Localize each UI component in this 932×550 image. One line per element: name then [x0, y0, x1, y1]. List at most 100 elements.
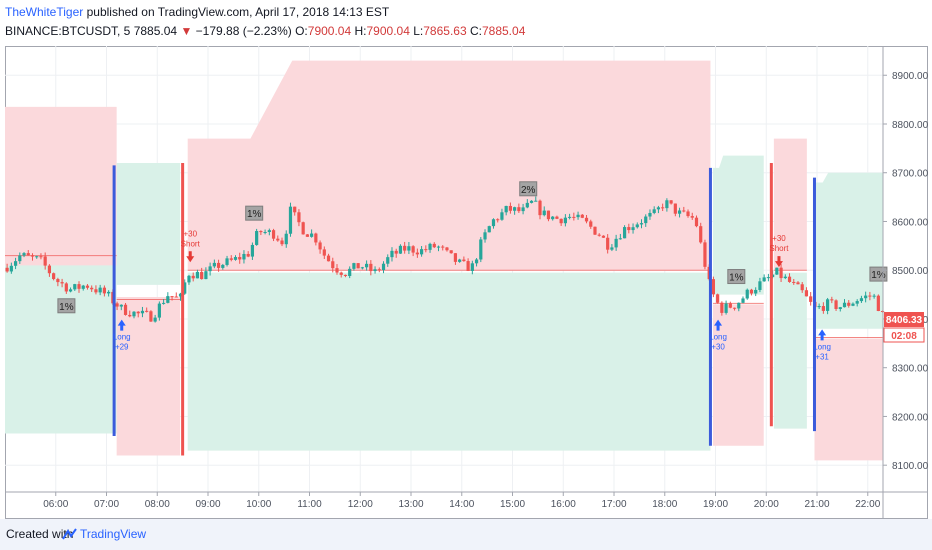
candle-layer	[5, 196, 885, 323]
candle-body	[81, 285, 85, 289]
candle-body	[140, 310, 145, 314]
candle-body	[584, 217, 589, 222]
candle-body	[534, 200, 538, 202]
time-tick-label: 22:00	[855, 499, 880, 510]
candle-body	[775, 267, 779, 275]
chart-header: TheWhiteTiger published on TradingView.c…	[0, 0, 932, 46]
candle-body	[669, 200, 673, 204]
candle-body	[356, 263, 360, 269]
short-zone	[814, 338, 883, 461]
price-chart[interactable]: 1%1%2%1% 1%Long+29+30ShortLong+30+30Short…	[5, 46, 928, 519]
tradingview-link[interactable]: TradingView	[80, 527, 147, 541]
candle-body	[466, 261, 470, 271]
price-tick-label: 8300.00	[892, 364, 928, 375]
candle-body	[732, 307, 737, 309]
short-label: Short	[769, 244, 789, 253]
price-tick-label: 8500.00	[892, 266, 928, 277]
candle-body	[496, 219, 500, 221]
candle-body	[462, 259, 466, 262]
candle-body	[339, 272, 343, 275]
candle-body	[77, 284, 81, 289]
high-value: 7900.04	[366, 24, 410, 38]
candle-body	[191, 275, 195, 279]
candle-body	[766, 277, 770, 279]
long-zone	[187, 272, 711, 451]
candle-body	[360, 267, 364, 269]
candle-body	[348, 268, 352, 276]
candle-body	[305, 234, 309, 237]
candle-body	[428, 243, 432, 250]
candle-body	[225, 258, 229, 265]
short-value: +30	[772, 234, 786, 243]
candle-body	[263, 232, 267, 234]
candle-body	[174, 296, 178, 298]
candle-body	[720, 302, 724, 313]
time-tick-label: 12:00	[348, 499, 373, 510]
candle-body	[170, 296, 174, 298]
candle-body	[161, 302, 166, 304]
candle-body	[56, 279, 60, 283]
candle-body	[661, 207, 665, 209]
candle-body	[369, 263, 373, 272]
author-link[interactable]: TheWhiteTiger	[5, 5, 84, 19]
candle-body	[98, 287, 102, 293]
long-label: Long	[113, 333, 131, 342]
long-zone	[5, 265, 117, 434]
candle-body	[246, 253, 250, 257]
candle-body	[568, 216, 572, 218]
candle-body	[787, 276, 792, 282]
percent-label: 1%	[729, 273, 744, 284]
candle-body	[699, 226, 703, 243]
candle-body	[635, 224, 639, 228]
candle-body	[842, 302, 847, 308]
candle-body	[419, 249, 424, 255]
candle-body	[555, 216, 559, 219]
candle-body	[314, 233, 318, 243]
short-value: +30	[183, 229, 197, 238]
candle-body	[563, 217, 567, 224]
candle-body	[153, 317, 157, 322]
candle-body	[665, 200, 669, 209]
candle-body	[610, 247, 614, 250]
candle-body	[94, 289, 98, 293]
candle-body	[479, 239, 483, 260]
candle-body	[639, 223, 644, 225]
open-label: O:	[295, 24, 308, 38]
price-change: −179.88 (−2.23%)	[195, 24, 292, 38]
high-label: H:	[354, 24, 367, 38]
short-zone	[5, 106, 117, 271]
candle-body	[656, 207, 661, 210]
candle-body	[758, 281, 762, 290]
candle-body	[47, 265, 52, 274]
candle-body	[737, 302, 741, 309]
low-value: 7865.63	[423, 24, 467, 38]
candle-body	[18, 255, 22, 262]
candle-body	[724, 303, 728, 313]
time-tick-label: 21:00	[805, 499, 830, 510]
candle-body	[741, 298, 745, 303]
candle-body	[233, 257, 238, 260]
percent-label: 1%	[59, 302, 74, 313]
candle-body	[64, 283, 68, 292]
candle-body	[115, 303, 119, 307]
candle-body	[238, 257, 242, 260]
candle-body	[85, 285, 90, 288]
time-tick-label: 15:00	[500, 499, 525, 510]
price-tick-label: 8100.00	[892, 461, 928, 472]
candle-body	[483, 232, 487, 240]
candle-body	[195, 271, 200, 279]
candle-body	[762, 277, 766, 282]
tick-layer: 8100.008200.008300.008400.008500.008600.…	[43, 71, 928, 510]
candle-body	[73, 284, 77, 290]
candle-body	[470, 263, 474, 271]
last-price: 7885.04	[133, 24, 178, 38]
time-tick-label: 11:00	[297, 499, 322, 510]
candle-body	[546, 210, 551, 220]
candle-body	[398, 245, 403, 254]
price-tick-label: 8200.00	[892, 412, 928, 423]
candle-body	[872, 295, 876, 297]
candle-body	[648, 212, 652, 217]
candle-body	[792, 281, 796, 283]
candle-body	[830, 299, 834, 301]
countdown-box	[883, 327, 925, 343]
